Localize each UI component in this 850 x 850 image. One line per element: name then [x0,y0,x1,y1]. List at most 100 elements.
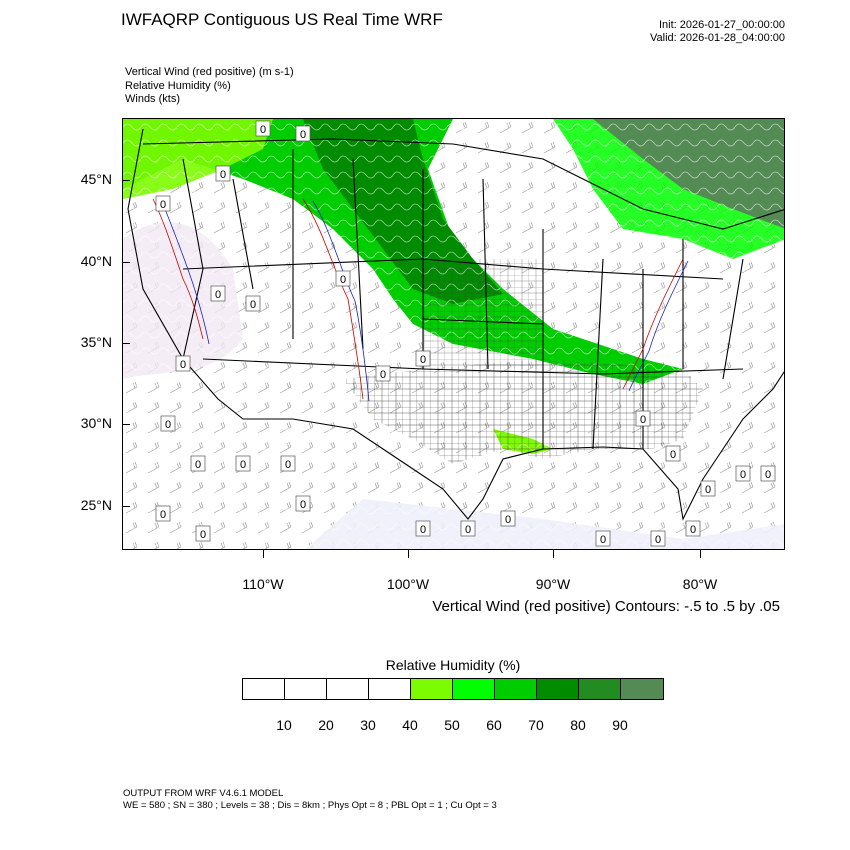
colorbar-cell-1 [243,679,285,699]
colorbar-cell-8 [537,679,579,699]
contour-tag-label: 0 [300,129,306,141]
contour-tag-box [735,465,751,482]
contour-tag-label: 0 [250,299,256,311]
colorbar-label: 60 [486,717,502,733]
colorbar-cell-6 [453,679,495,699]
contour-tag-box [460,520,476,537]
colorbar-cell-4 [369,679,411,699]
contour-tag-label: 0 [195,459,201,471]
contour-tag-box [255,120,271,137]
valid-time: Valid: 2026-01-28_04:00:00 [650,32,785,44]
colorbar-cell-2 [285,679,327,699]
vertical-wind-contours [152,198,689,402]
contour-tag-box [235,455,251,472]
weather-map: 0 0 0 0 0 0 0 0 0 0 0 0 0 0 0 0 0 0 0 0 0 0 0 0 0 0 0 0 [123,119,784,549]
contour-tag-box [415,350,431,367]
contour-tag-label: 0 [160,199,166,211]
contour-tag-box [685,520,701,537]
contour-tag-box [665,445,681,462]
colorbar-label: 30 [360,717,376,733]
colorbar-cell-9 [579,679,621,699]
colorbar-cell-3 [327,679,369,699]
contour-tag-label: 0 [260,124,266,136]
contour-tag-box [195,525,211,542]
contour-tag-label: 0 [505,514,511,526]
contour-tag-box [700,480,716,497]
contour-tag-box [595,530,611,547]
footer-model-line: OUTPUT FROM WRF V4.6.1 MODEL [123,788,284,799]
contour-tag-label: 0 [300,499,306,511]
lat-label-25: 25°N [80,497,112,513]
contour-tag-box [635,410,651,427]
contour-tag-label: 0 [240,459,246,471]
lon-label-90: 90°W [535,576,571,592]
colorbar-cell-5 [411,679,453,699]
contour-tag-label: 0 [285,459,291,471]
lon-label-110: 110°W [242,576,284,592]
plot-title: IWFAQRP Contiguous US Real Time WRF [121,10,443,29]
field-vertical-wind: Vertical Wind (red positive) (m s-1) [125,66,294,78]
contour-tag-label: 0 [340,274,346,286]
contour-tag-box [295,125,311,142]
lon-label-80: 80°W [682,576,718,592]
contour-tag-label: 0 [215,289,221,301]
county-boundaries-central [423,259,543,369]
contour-tag-label: 0 [165,419,171,431]
colorbar-cell-10 [621,679,663,699]
colorbar-label: 20 [318,717,334,733]
field-relative-humidity: Relative Humidity (%) [125,79,231,92]
contour-tag-box [245,295,261,312]
contour-tag-label: 0 [705,484,711,496]
contour-tag-label: 0 [655,534,661,546]
contour-tag-label: 0 [465,524,471,536]
colorbar-label: 50 [444,717,460,733]
contour-value-tags: 0 0 0 0 0 0 0 0 0 0 0 0 0 0 0 0 0 0 0 0 0 0 0 0 0 0 0 0 [155,120,776,547]
lon-label-100: 100°W [386,576,430,592]
contour-tag-label: 0 [640,414,646,426]
model-footer: OUTPUT FROM WRF V4.6.1 MODEL WE = 580 ; … [123,788,497,811]
contour-tag-box [650,530,666,547]
field-winds: Winds (kts) [125,93,180,105]
colorbar-label: 10 [276,717,292,733]
colorbar-label: 80 [570,717,586,733]
contour-tag-label: 0 [600,534,606,546]
colorbar-label: 90 [612,717,628,733]
contour-note: Vertical Wind (red positive) Contours: -… [432,598,780,615]
contour-tag-label: 0 [200,529,206,541]
contour-tag-box [760,465,776,482]
contour-tag-box [280,455,296,472]
contour-tag-label: 0 [765,469,771,481]
contour-tag-label: 0 [160,509,166,521]
lat-label-35: 35°N [80,334,112,350]
contour-tag-box [500,510,516,527]
contour-tag-box [155,195,171,212]
init-time: Init: 2026-01-27_00:00:00 [659,19,785,31]
contour-tag-box [190,455,206,472]
contour-tag-box [415,520,431,537]
contour-tag-box [215,165,231,182]
lat-label-40: 40°N [80,253,112,269]
contour-tag-label: 0 [690,524,696,536]
init-valid-block: Init: 2026-01-27_00:00:00 Valid: 2026-01… [650,19,785,45]
colorbar-cell-7 [495,679,537,699]
map-panel: 0 0 0 0 0 0 0 0 0 0 0 0 0 0 0 0 0 0 0 0 0 0 0 0 0 0 0 0 [122,118,785,550]
contour-tag-box [155,505,171,522]
colorbar-label: 40 [402,717,418,733]
contour-tag-box [295,495,311,512]
state-boundaries [127,128,784,521]
lat-label-30: 30°N [80,415,112,431]
colorbar [242,678,664,700]
footer-config-line: WE = 580 ; SN = 380 ; Levels = 38 ; Dis … [123,799,497,811]
contour-tag-label: 0 [220,169,226,181]
contour-tag-box [160,415,176,432]
contour-tag-label: 0 [420,524,426,536]
contour-tag-label: 0 [380,369,386,381]
contour-tag-label: 0 [180,359,186,371]
contour-tag-box [210,285,226,302]
contour-tag-label: 0 [670,449,676,461]
contour-tag-box [335,270,351,287]
contour-tag-box [175,355,191,372]
colorbar-label: 70 [528,717,544,733]
colorbar-title: Relative Humidity (%) [385,657,521,673]
contour-tag-box [375,365,391,382]
